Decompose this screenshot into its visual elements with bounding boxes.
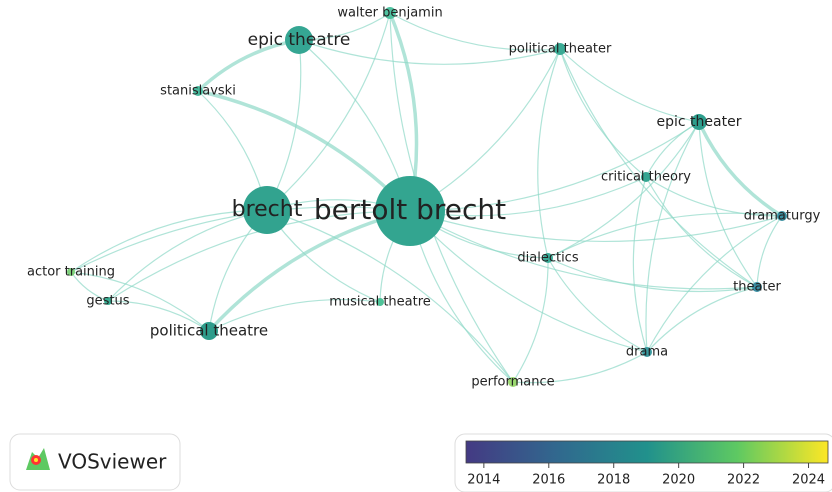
edge <box>298 39 561 65</box>
edge <box>70 271 210 332</box>
node-label: epic theatre <box>248 30 351 50</box>
node <box>543 253 553 263</box>
edge <box>512 257 549 383</box>
edge <box>547 257 648 353</box>
edge <box>107 210 411 302</box>
node-label: dialectics <box>517 251 578 266</box>
node-label: brecht <box>232 197 303 222</box>
node <box>376 298 384 306</box>
colorbar-tick-label: 2018 <box>597 473 630 488</box>
edge <box>409 210 783 242</box>
edge <box>512 351 648 384</box>
colorbar-tick-label: 2016 <box>532 473 565 488</box>
edge <box>107 209 268 302</box>
node-label: drama <box>626 345 668 360</box>
edge <box>389 12 561 51</box>
node <box>752 282 762 292</box>
edge <box>646 215 783 353</box>
node <box>285 26 313 54</box>
edge <box>266 39 302 211</box>
node-label: musical theatre <box>329 295 431 310</box>
edge <box>645 176 758 288</box>
edge <box>70 209 268 273</box>
node-label: political theater <box>509 42 612 57</box>
colorbar-tick-label: 2024 <box>792 473 825 488</box>
node-label: stanislavski <box>160 84 236 99</box>
colorbar-tick-label: 2022 <box>727 473 760 488</box>
node-label: gestus <box>86 294 129 309</box>
node-label: political theatre <box>150 322 268 340</box>
edge <box>409 210 648 353</box>
logo-icon <box>26 448 50 470</box>
edge <box>645 121 700 353</box>
node-label: dramaturgy <box>744 209 821 224</box>
edge <box>207 209 411 333</box>
node <box>691 114 707 130</box>
node <box>508 377 518 387</box>
node <box>641 172 651 182</box>
node-label: epic theater <box>657 114 742 130</box>
logo-text: VOSviewer <box>58 450 167 474</box>
node <box>104 297 112 305</box>
node <box>67 268 75 276</box>
node-label: bertolt brecht <box>314 193 506 226</box>
edge <box>409 210 758 290</box>
edge <box>646 286 758 353</box>
edge <box>559 48 647 178</box>
edge <box>70 271 109 302</box>
node <box>384 7 396 19</box>
edge <box>645 176 783 217</box>
edge <box>756 215 783 288</box>
edge <box>537 48 561 259</box>
colorbar-tick-label: 2020 <box>662 473 695 488</box>
node <box>375 176 445 246</box>
logo-box <box>9 433 181 491</box>
edge <box>409 121 700 212</box>
node <box>554 43 566 55</box>
node <box>200 322 218 340</box>
node <box>243 186 291 234</box>
edge <box>208 298 381 332</box>
edge <box>697 121 783 218</box>
edge <box>547 212 783 259</box>
node-label: performance <box>471 375 554 390</box>
colorbar <box>465 440 829 464</box>
edge <box>70 206 411 273</box>
edge <box>632 176 648 353</box>
edge <box>698 121 758 288</box>
edge <box>559 48 700 123</box>
edge <box>559 48 758 288</box>
node <box>642 347 652 357</box>
edge <box>547 121 700 259</box>
colorbar-tick-label: 2014 <box>467 473 500 488</box>
edge <box>266 12 391 211</box>
node-label: walter benjamin <box>337 6 442 21</box>
node <box>777 211 787 221</box>
node-label: critical theory <box>601 170 691 185</box>
node <box>193 86 203 96</box>
node-label: actor training <box>27 265 115 280</box>
edge <box>107 300 210 332</box>
edge <box>547 257 758 293</box>
edge <box>266 209 514 383</box>
node-label: theater <box>733 280 781 295</box>
